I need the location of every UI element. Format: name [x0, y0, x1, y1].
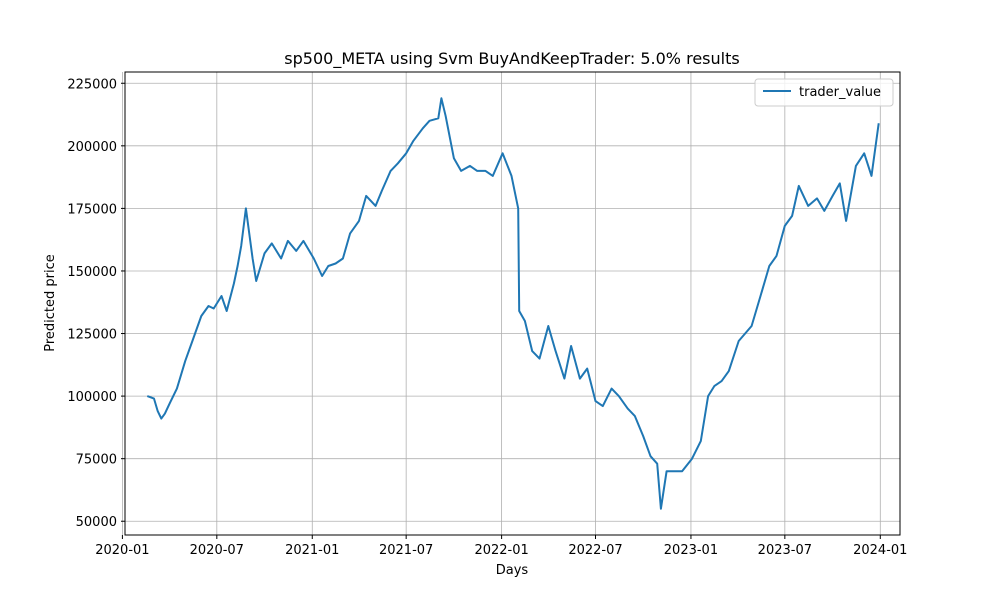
y-tick-label: 175000	[67, 202, 117, 217]
y-tick-label: 150000	[67, 265, 117, 280]
plot-area-frame	[124, 71, 901, 536]
grid-lines	[122, 72, 900, 535]
series-line-trader-value	[146, 97, 880, 510]
y-axis-title: Predicted price	[43, 254, 58, 352]
x-tick-label: 2021-01	[285, 543, 339, 558]
legend-box	[754, 78, 894, 107]
x-tick-label: 2022-07	[568, 543, 622, 558]
x-axis-title: Days	[496, 563, 529, 578]
chart-title: sp500_META using Svm BuyAndKeepTrader: 5…	[284, 49, 739, 69]
x-tick-label: 2023-07	[758, 543, 812, 558]
x-axis-ticks: 2020-01 2020-07 2021-01 2021-07 2022-01 2022-…	[95, 535, 907, 558]
y-tick-label: 200000	[67, 140, 117, 155]
y-tick-label: 50000	[76, 515, 117, 530]
x-tick-label: 2024-01	[853, 543, 907, 558]
x-tick-label: 2020-07	[190, 543, 244, 558]
x-tick-label: 2021-07	[379, 543, 433, 558]
x-tick-label: 2022-01	[474, 543, 528, 558]
y-tick-label: 100000	[67, 390, 117, 405]
legend-label: trader_value	[799, 85, 881, 100]
legend: trader_value	[754, 78, 894, 107]
y-tick-label: 225000	[67, 77, 117, 92]
x-tick-label: 2023-01	[664, 543, 718, 558]
x-tick-label: 2020-01	[95, 543, 149, 558]
y-axis-ticks: 50000 75000 100000 125000 150000 175000 200000…	[67, 77, 125, 530]
y-tick-label: 125000	[67, 328, 117, 343]
y-tick-label: 75000	[76, 453, 117, 468]
